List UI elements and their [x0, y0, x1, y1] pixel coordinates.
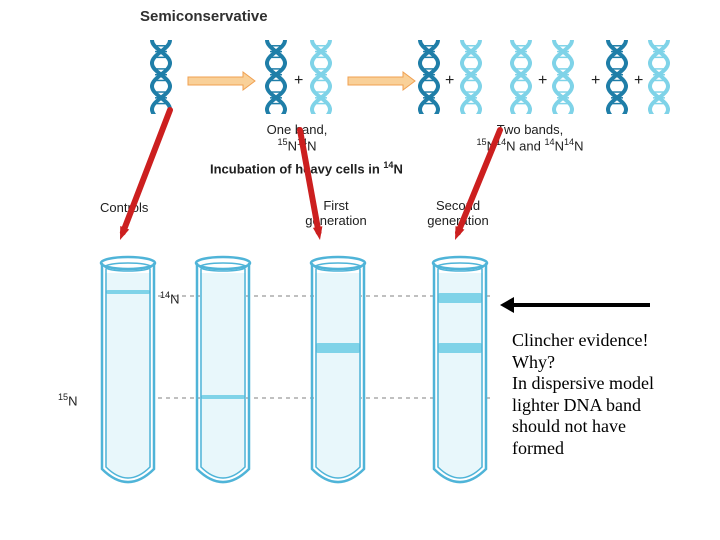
annotation-text: Clincher evidence!Why?In dispersive mode…: [512, 330, 654, 460]
n14-label: 14N: [160, 290, 180, 306]
test-tube: [94, 249, 162, 491]
test-tube: [304, 249, 372, 491]
n15-label: 15N: [58, 392, 78, 408]
test-tube: [426, 249, 494, 491]
test-tube: [189, 249, 257, 491]
